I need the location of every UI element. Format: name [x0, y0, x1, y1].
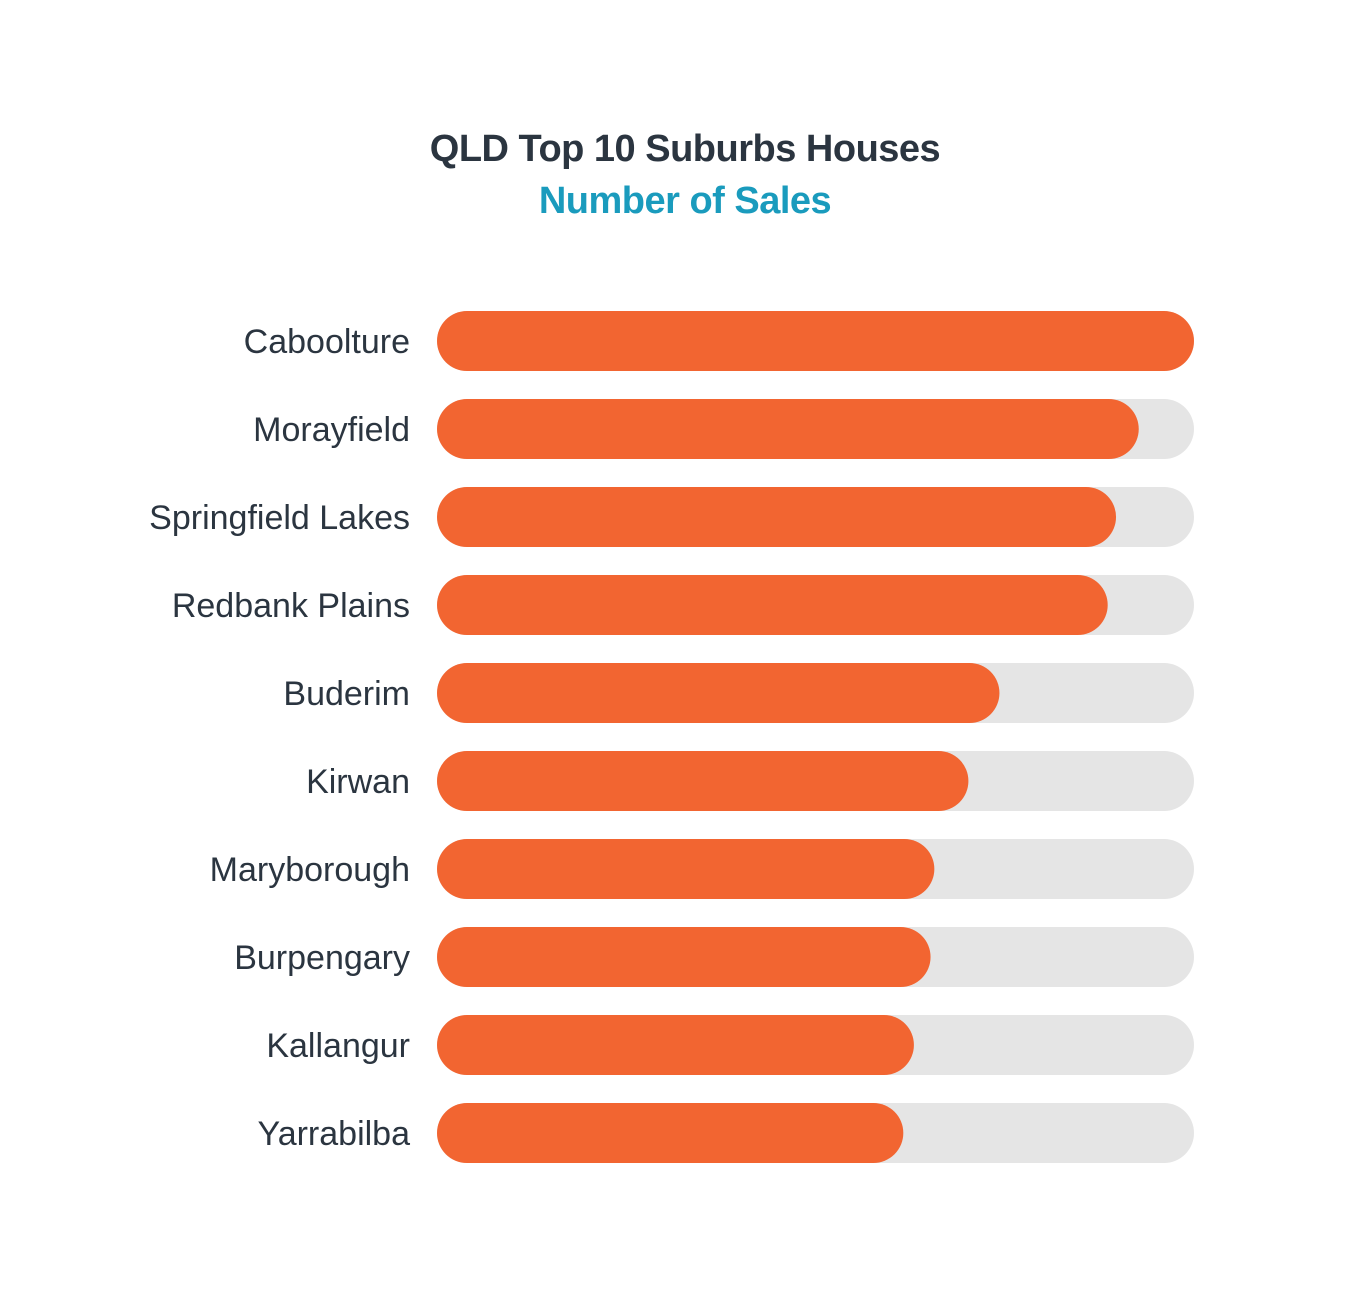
category-label: Morayfield	[253, 411, 410, 449]
bar	[437, 839, 935, 899]
bar-row: Morayfield	[253, 399, 1194, 459]
category-label: Caboolture	[244, 323, 410, 361]
bar-row: Maryborough	[210, 839, 1194, 899]
bar	[437, 487, 1117, 547]
chart-title: QLD Top 10 Suburbs Houses	[429, 128, 941, 170]
category-label: Redbank Plains	[172, 587, 410, 625]
bar	[437, 751, 969, 811]
bar-row: Buderim	[283, 663, 1194, 723]
category-label: Burpengary	[234, 939, 410, 977]
category-label: Yarrabilba	[258, 1115, 411, 1153]
bar	[437, 663, 1000, 723]
bar-row: Kallangur	[266, 1015, 1194, 1075]
bar	[437, 1103, 904, 1163]
category-label: Kirwan	[306, 763, 410, 801]
category-label: Maryborough	[210, 851, 410, 889]
bar-row: Yarrabilba	[258, 1103, 1194, 1163]
bar-row: Kirwan	[306, 751, 1194, 811]
bar	[437, 575, 1108, 635]
bar-row: Redbank Plains	[172, 575, 1194, 635]
bar-row: Caboolture	[244, 311, 1194, 371]
bar-row: Burpengary	[234, 927, 1194, 987]
category-label: Springfield Lakes	[149, 499, 410, 537]
category-label: Buderim	[283, 675, 410, 713]
bar	[437, 311, 1194, 371]
chart-subtitle: Number of Sales	[538, 180, 832, 222]
category-label: Kallangur	[266, 1027, 410, 1065]
bar	[437, 1015, 914, 1075]
bar	[437, 927, 931, 987]
bar	[437, 399, 1139, 459]
bar-row: Springfield Lakes	[149, 487, 1194, 547]
